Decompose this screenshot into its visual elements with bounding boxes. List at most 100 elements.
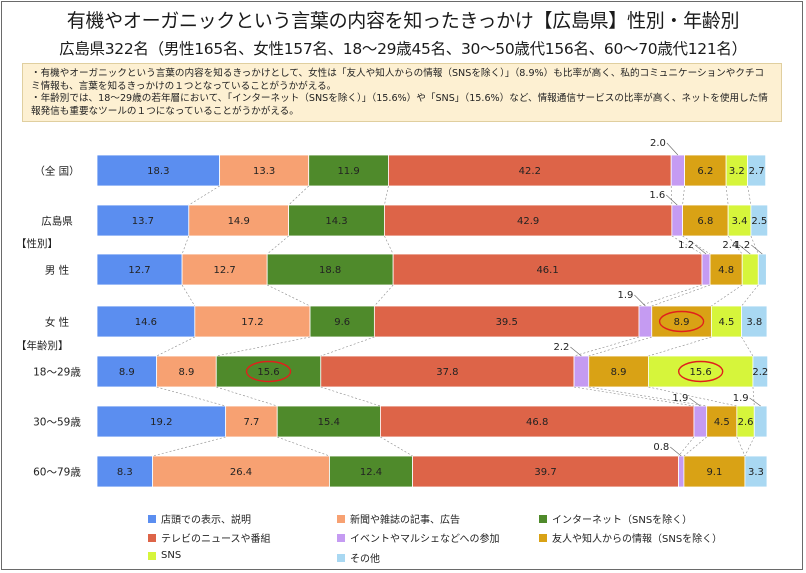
leader-line xyxy=(670,446,682,457)
bar-value-label: 12.7 xyxy=(128,265,150,276)
connector-line xyxy=(374,284,394,307)
bar-value-label: 18.8 xyxy=(319,265,341,276)
bar-value-label: 9.6 xyxy=(334,317,350,328)
bar-segment xyxy=(638,305,653,338)
connector-line xyxy=(188,185,220,206)
bar-value-label: 14.9 xyxy=(228,216,250,227)
connector-line xyxy=(725,185,729,206)
bar-segment xyxy=(194,305,311,338)
leader-line xyxy=(666,194,678,206)
connector-line xyxy=(736,436,746,457)
bar-segment xyxy=(744,455,768,488)
outside-value-label: 0.8 xyxy=(653,442,669,453)
bar-value-label: 46.1 xyxy=(536,265,558,276)
connector-line xyxy=(752,386,755,407)
chart-subtitle: 広島県322名（男性165名、女性157名、18〜29歳45名、30〜50歳代1… xyxy=(59,40,747,58)
bar-value-label: 12.4 xyxy=(360,467,382,478)
leader-line xyxy=(751,244,763,255)
connector-line xyxy=(683,436,707,457)
connector-line xyxy=(216,336,311,357)
bar-segment xyxy=(747,154,767,187)
bar-segment xyxy=(671,204,683,237)
bar-segment xyxy=(266,253,394,286)
row-label: 60〜79歳 xyxy=(33,467,81,479)
connector-line xyxy=(380,436,413,457)
bar-value-label: 26.4 xyxy=(230,467,252,478)
leader-line xyxy=(749,397,761,407)
bar-segment xyxy=(96,305,196,338)
bar-value-label: 8.9 xyxy=(611,367,627,378)
outside-value-label: 1.2 xyxy=(678,240,694,251)
leader-line xyxy=(739,244,751,255)
connector-line xyxy=(711,284,743,307)
bar-value-label: 2.2 xyxy=(752,367,768,378)
connector-line xyxy=(156,386,226,407)
outside-value-label: 1.9 xyxy=(672,393,688,404)
bar-value-label: 15.6 xyxy=(690,367,712,378)
bar-segment xyxy=(329,455,413,488)
bar-value-label: 6.2 xyxy=(697,166,713,177)
bar-segment xyxy=(309,305,375,338)
outside-value-label: 2.2 xyxy=(554,342,570,353)
connector-line xyxy=(638,284,703,307)
row-label: 30〜59歳 xyxy=(33,417,81,429)
connector-line xyxy=(670,185,673,206)
connector-line xyxy=(320,386,381,407)
bar-value-label: 12.7 xyxy=(214,265,236,276)
leader-line xyxy=(570,346,582,357)
connector-line xyxy=(277,436,330,457)
connector-line xyxy=(216,386,278,407)
bar-value-label: 46.8 xyxy=(526,417,548,428)
bar-segment xyxy=(96,355,158,388)
connector-line xyxy=(648,386,737,407)
bar-segment xyxy=(373,305,640,338)
bar-value-label: 2.6 xyxy=(738,417,754,428)
bar-value-label: 15.6 xyxy=(257,367,279,378)
connector-line xyxy=(156,336,195,357)
bar-segment xyxy=(684,154,727,187)
bar-value-label: 14.6 xyxy=(135,317,157,328)
summary-note-box: ・有機やオーガニックという言葉の内容を知るきっかけとして、女性は「友人や知人から… xyxy=(22,63,782,122)
bar-segment xyxy=(388,154,672,187)
bar-value-label: 8.3 xyxy=(117,467,133,478)
connector-line xyxy=(288,185,309,206)
chart-title: 有機やオーガニックという言葉の内容を知ったきっかけ【広島県】性別・年齢別 xyxy=(66,10,740,32)
outside-value-label: 2.4 xyxy=(722,240,738,251)
bar-segment xyxy=(96,253,183,286)
bar-segment xyxy=(384,204,673,237)
bar-value-label: 13.3 xyxy=(253,166,275,177)
connector-line xyxy=(651,284,711,307)
bar-segment xyxy=(741,253,759,286)
connector-line xyxy=(678,436,695,457)
connector-line xyxy=(267,284,311,307)
bar-value-label: 9.1 xyxy=(706,467,722,478)
row-label: 女 性 xyxy=(45,316,69,329)
bar-value-label: 13.7 xyxy=(132,216,154,227)
bar-segment xyxy=(710,305,742,338)
bar-value-label: 3.3 xyxy=(748,467,764,478)
bar-segment xyxy=(753,405,768,438)
connector-line xyxy=(384,235,394,255)
bar-value-label: 42.2 xyxy=(519,166,541,177)
highlight-ellipse xyxy=(658,310,705,333)
bar-segment xyxy=(392,253,703,286)
leader-line xyxy=(689,397,701,407)
bar-segment xyxy=(683,455,746,488)
highlight-ellipse xyxy=(245,360,292,383)
bar-segment xyxy=(276,405,381,438)
connector-line xyxy=(320,336,375,357)
bar-segment xyxy=(412,455,679,488)
bar-value-label: 18.3 xyxy=(147,166,169,177)
row-label: 男 性 xyxy=(45,264,69,277)
connector-line xyxy=(741,336,754,357)
bar-value-label: 4.8 xyxy=(718,265,734,276)
bar-value-label: 4.5 xyxy=(719,317,735,328)
bar-segment xyxy=(752,355,769,388)
bar-segment xyxy=(682,204,729,237)
bar-value-label: 3.4 xyxy=(732,216,748,227)
outside-value-label: 1.6 xyxy=(649,190,665,201)
bar-value-label: 8.9 xyxy=(178,367,194,378)
bar-segment xyxy=(701,253,711,286)
bar-value-label: 14.3 xyxy=(325,216,347,227)
